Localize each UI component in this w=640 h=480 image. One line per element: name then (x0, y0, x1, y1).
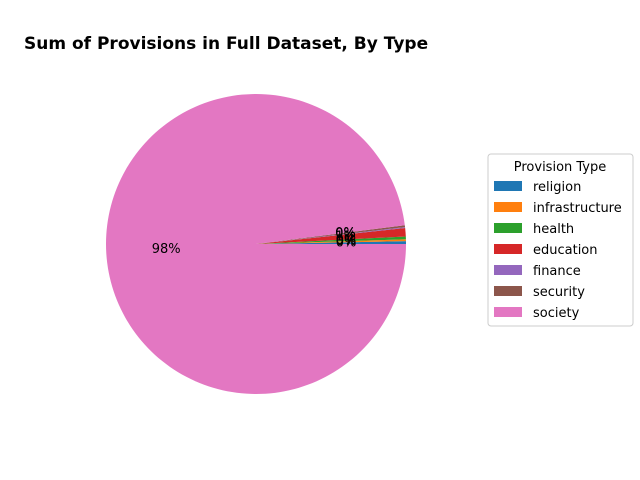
legend-label-society: society (533, 306, 580, 321)
pie-slice-religion (256, 241, 406, 244)
pie-slice-finance (256, 227, 406, 244)
legend-label-finance: finance (533, 264, 581, 279)
percent-label-finance: 0% (335, 227, 356, 242)
legend-label-security: security (533, 285, 585, 300)
legend-label-infrastructure: infrastructure (533, 201, 622, 216)
pie-slice-health (256, 236, 406, 244)
legend-label-health: health (533, 222, 574, 237)
legend-swatch-health (494, 223, 522, 233)
percent-label-security: 0% (335, 226, 356, 241)
pie-slice-security (256, 225, 406, 244)
pie-slice-society (106, 93, 406, 394)
legend: Provision Type religion infrastructure hea… (487, 153, 634, 327)
legend-swatch-security (494, 286, 522, 296)
pie-slices (106, 93, 406, 394)
legend-label-education: education (533, 243, 598, 258)
legend-label-religion: religion (533, 180, 581, 195)
legend-swatch-society (494, 307, 522, 317)
legend-frame (487, 153, 634, 327)
pie-slice-infrastructure (256, 239, 406, 244)
legend-swatch-finance (494, 265, 522, 275)
legend-swatch-infrastructure (494, 202, 522, 212)
legend-items: religion infrastructure health education fin… (494, 180, 622, 321)
percent-labels: 0%0%0%1%0%0%98% (152, 226, 357, 257)
legend-title: Provision Type (514, 160, 607, 175)
percent-label-religion: 0% (336, 236, 357, 251)
percent-label-health: 0% (336, 233, 357, 248)
pie-slice-education (256, 228, 406, 244)
percent-label-infrastructure: 0% (336, 234, 357, 249)
legend-swatch-education (494, 244, 522, 254)
percent-label-society: 98% (152, 242, 181, 257)
chart-title: Sum of Provisions in Full Dataset, By Ty… (24, 34, 428, 54)
percent-label-education: 1% (335, 229, 356, 244)
legend-swatch-religion (494, 181, 522, 191)
